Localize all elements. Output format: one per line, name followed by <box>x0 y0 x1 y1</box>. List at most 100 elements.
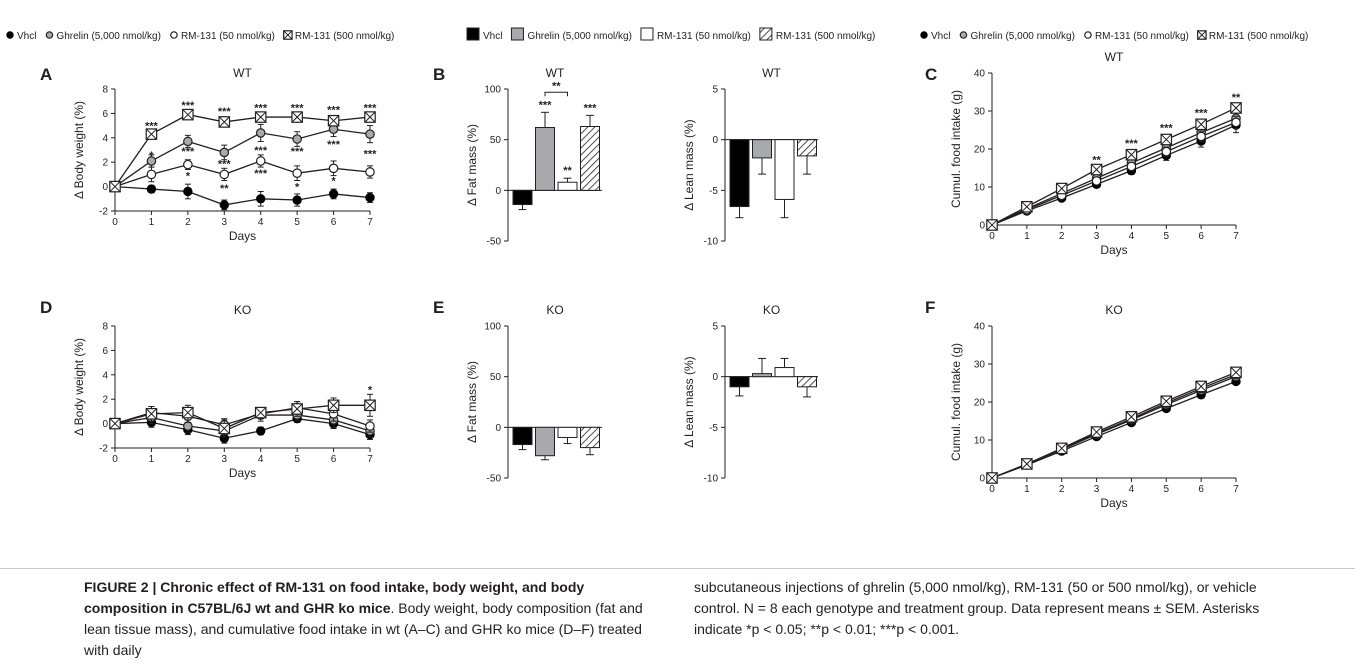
series-line <box>991 124 1237 226</box>
x-tick-label: 7 <box>367 217 373 228</box>
bar <box>752 373 772 378</box>
significance-label: *** <box>364 102 378 114</box>
data-point <box>1161 146 1172 157</box>
data-point <box>182 108 194 121</box>
significance-label: * <box>331 176 336 188</box>
y-axis-label: Δ Body weight (%) <box>72 338 86 436</box>
y-tick-label: 100 <box>484 322 501 333</box>
bar <box>580 125 600 191</box>
x-axis-label: Days <box>229 466 256 480</box>
bar <box>512 189 533 206</box>
series-line <box>991 107 1237 226</box>
legend-label: RM-131 (50 nmol/kg) <box>1095 31 1189 42</box>
data-point <box>1195 380 1207 393</box>
legend-label: Ghrelin (5,000 nmol/kg) <box>56 31 161 42</box>
panel-title: WT <box>762 66 781 80</box>
significance-label: *** <box>218 158 232 170</box>
bar <box>729 139 750 208</box>
legend-marker <box>1084 31 1092 39</box>
bar <box>535 426 555 457</box>
y-tick-label: 5 <box>712 85 718 96</box>
data-point <box>986 219 998 231</box>
panel-title: KO <box>1105 303 1122 317</box>
y-tick-label: 100 <box>484 85 501 96</box>
data-point <box>1021 200 1033 213</box>
caption-title: FIGURE 2 | Chronic effect of RM-131 on f… <box>84 579 585 616</box>
bar <box>797 376 817 388</box>
legend-label: RM-131 (50 nmol/kg) <box>657 31 751 42</box>
x-tick-label: 6 <box>331 217 337 228</box>
series-line <box>114 160 371 188</box>
x-tick-label: 7 <box>367 454 373 465</box>
x-tick-label: 0 <box>112 454 118 465</box>
panel-letter: D <box>40 298 52 317</box>
data-point <box>255 128 266 138</box>
x-tick-label: 2 <box>185 454 191 465</box>
legend-right: Vhcl Ghrelin (5,000 nmol/kg) RM-131 (50 nm… <box>920 30 1308 42</box>
legend-marker <box>170 31 178 39</box>
y-tick-label: -10 <box>704 237 719 248</box>
panel-title: WT <box>233 66 252 80</box>
significance-label: *** <box>1195 108 1209 120</box>
significance-label: *** <box>291 102 305 114</box>
significance-label: *** <box>291 146 305 158</box>
significance-label: *** <box>145 121 159 133</box>
bar <box>580 426 600 449</box>
caption-left: FIGURE 2 | Chronic effect of RM-131 on f… <box>84 577 664 661</box>
data-point <box>219 200 229 210</box>
significance-bracket <box>544 91 568 97</box>
panel-letter: E <box>433 298 444 317</box>
significance-label: *** <box>254 168 268 180</box>
legend-label: Vhcl <box>931 31 950 42</box>
significance-label: *** <box>181 100 195 112</box>
panel-title: WT <box>1105 50 1124 64</box>
y-axis-label: Δ Lean mass (%) <box>682 356 696 447</box>
y-axis-label: Δ Lean mass (%) <box>682 119 696 210</box>
y-tick-label: 0 <box>102 419 108 430</box>
x-tick-label: 5 <box>1164 231 1170 242</box>
significance-label: *** <box>254 145 268 157</box>
series-line <box>114 185 371 206</box>
legend-swatch <box>510 27 524 41</box>
data-point <box>365 421 375 431</box>
significance-label: *** <box>584 102 598 114</box>
series-line <box>114 128 371 188</box>
data-point <box>1055 442 1068 455</box>
legend-label: RM-131 (500 nmol/kg) <box>1209 31 1308 42</box>
x-tick-label: 0 <box>989 231 995 242</box>
x-tick-label: 5 <box>294 217 300 228</box>
y-axis-label: Cumul. food intake (g) <box>949 343 963 461</box>
data-point <box>219 169 230 180</box>
data-point <box>1091 176 1102 186</box>
legend-marker <box>920 31 928 39</box>
series-line <box>991 371 1237 479</box>
caption-text-right: subcutaneous injections of ghrelin (5,00… <box>694 579 1260 637</box>
series-line <box>991 380 1237 479</box>
x-tick-label: 3 <box>222 454 228 465</box>
bar <box>557 426 578 438</box>
x-tick-label: 3 <box>222 217 228 228</box>
y-tick-label: 40 <box>974 69 986 80</box>
significance-label: * <box>368 384 373 396</box>
y-tick-label: -2 <box>99 444 108 455</box>
data-point <box>145 408 158 420</box>
panel-b2: WT -10 -5 0 5 Δ Lean mass (%) <box>682 66 818 248</box>
legend-marker <box>283 30 293 40</box>
x-tick-label: 1 <box>1024 231 1030 242</box>
significance-label: ** <box>220 183 229 195</box>
data-point <box>254 111 267 123</box>
data-point <box>109 417 121 430</box>
y-tick-label: 8 <box>102 322 108 333</box>
data-point <box>109 180 121 193</box>
data-point <box>256 426 266 436</box>
panel-letter: B <box>433 65 445 84</box>
x-tick-label: 3 <box>1094 231 1100 242</box>
y-tick-label: -5 <box>709 423 718 434</box>
caption-divider <box>0 568 1355 569</box>
legend-swatch <box>640 27 654 41</box>
legend-swatch <box>466 27 480 41</box>
series-line <box>991 117 1237 226</box>
significance-label: ** <box>1092 154 1101 166</box>
bracket-label: ** <box>552 80 561 92</box>
significance-label: *** <box>1160 123 1174 135</box>
